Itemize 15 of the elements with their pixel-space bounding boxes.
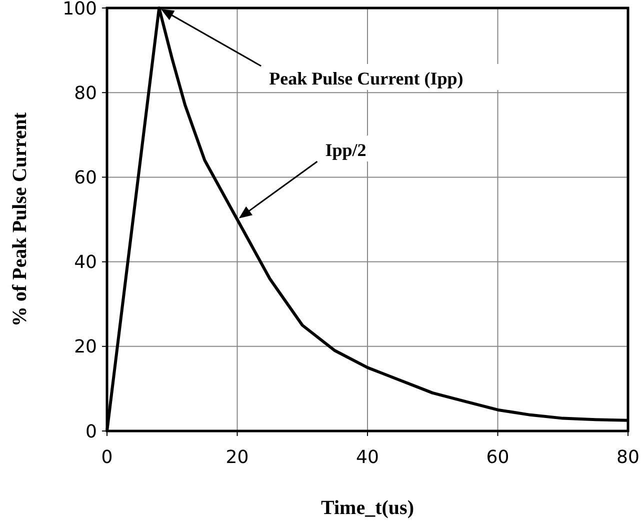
x-tick-label: 80 bbox=[616, 447, 640, 468]
y-tick-label: 80 bbox=[74, 82, 97, 104]
x-tick-label: 0 bbox=[101, 447, 113, 468]
y-tick-label: 100 bbox=[62, 0, 97, 20]
annotation: Ipp/2 bbox=[325, 140, 366, 160]
x-tick-label: 60 bbox=[486, 447, 510, 468]
annotation: Peak Pulse Current (Ipp) bbox=[269, 68, 464, 88]
x-axis-title: Time_t(us) bbox=[321, 497, 414, 519]
y-axis-title: % of Peak Pulse Current bbox=[9, 112, 31, 327]
y-tick-label: 0 bbox=[86, 421, 97, 442]
y-tick-label: 60 bbox=[74, 168, 97, 188]
x-tick-label: 40 bbox=[356, 447, 379, 468]
y-tick-label: 40 bbox=[74, 252, 97, 274]
y-tick-label: 20 bbox=[74, 336, 97, 358]
x-tick-label: 20 bbox=[226, 447, 249, 468]
